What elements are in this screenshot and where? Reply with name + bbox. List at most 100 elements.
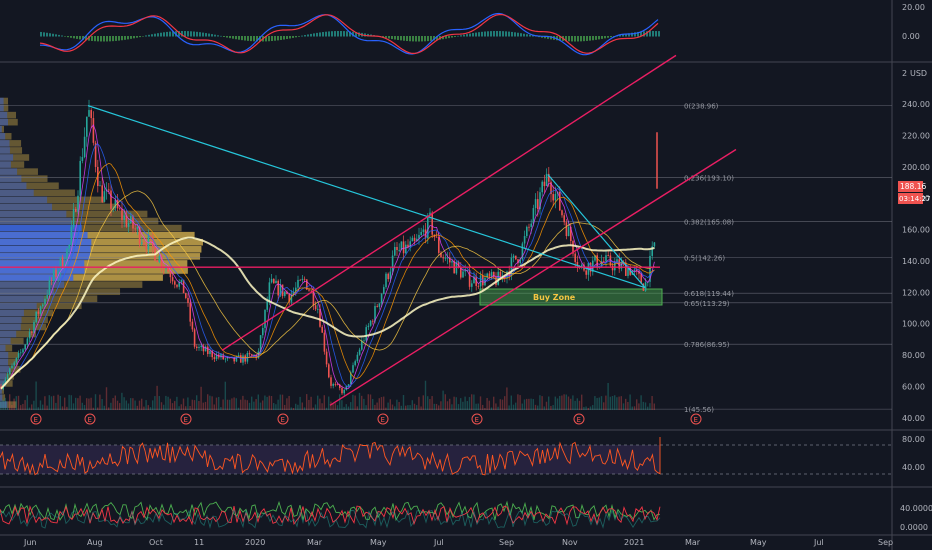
volume-bar	[464, 396, 466, 410]
volume-bar	[339, 394, 341, 410]
volume-bar	[88, 398, 90, 410]
volume-bar	[570, 398, 572, 410]
volume-bar	[427, 396, 429, 410]
candle-body	[567, 227, 570, 237]
candle-body	[350, 372, 352, 385]
earnings-marker-icon[interactable]	[277, 413, 289, 425]
volume-bar	[279, 394, 281, 410]
volume-bar	[321, 403, 323, 410]
volume-bar	[145, 400, 147, 410]
macd-histogram-bar	[334, 31, 336, 37]
candle-body	[435, 236, 438, 238]
macd-histogram-bar	[451, 36, 453, 38]
price-panel[interactable]: 0(238.96) 0.236(193.10) 0.382(165.08) 0.5(1…	[0, 54, 930, 425]
volume-bar	[198, 401, 200, 410]
macd-histogram-bar	[208, 33, 210, 37]
volume-profile-bar	[0, 104, 4, 112]
volume-profile-bar	[0, 175, 48, 182]
volume-profile-bar	[0, 274, 74, 281]
earnings-marker-icon[interactable]	[84, 413, 96, 425]
earnings-marker-icon[interactable]	[180, 413, 192, 425]
macd-panel[interactable]: 20.00 0.00	[39, 3, 925, 56]
candle-body	[301, 278, 304, 281]
candle-body	[286, 291, 288, 295]
candle-body	[418, 234, 420, 239]
volume-profile-bar	[0, 203, 116, 211]
macd-histogram-bar	[547, 36, 549, 39]
trend-lines[interactable]	[0, 54, 737, 406]
candle-body	[303, 278, 306, 280]
volume-profile-bar	[0, 140, 22, 147]
macd-histogram-bar	[265, 36, 267, 42]
candle-body	[123, 215, 125, 220]
volume-bar	[319, 398, 321, 410]
volume-bar	[295, 403, 297, 410]
macd-histogram-bar	[631, 32, 633, 37]
volume-bar	[400, 405, 402, 410]
channel-lower-line[interactable]	[329, 148, 737, 406]
earnings-marker-icon[interactable]	[377, 413, 389, 425]
volume-bar	[356, 406, 358, 410]
price-ytick: 160.00	[902, 226, 930, 235]
volume-profile-bar	[0, 344, 13, 352]
macd-histogram-bar	[169, 31, 171, 37]
teal-downtrend-line[interactable]	[87, 105, 646, 289]
dmi-panel[interactable]: 40.0000 0.0000	[0, 500, 932, 532]
volume-bar	[495, 403, 497, 410]
macd-histogram-bar	[478, 32, 480, 37]
volume-bar	[11, 404, 13, 410]
macd-histogram-bar	[487, 31, 489, 37]
x-axis-label: Nov	[562, 538, 578, 547]
volume-profile-bar	[0, 231, 88, 239]
candle-body	[332, 383, 334, 386]
candle-body	[92, 118, 95, 143]
volume-bar	[119, 403, 121, 410]
volume-bar	[627, 401, 629, 410]
teal-downtrend-line[interactable]	[547, 174, 646, 288]
volume-bar	[244, 399, 246, 410]
macd-histogram-bar	[436, 36, 438, 41]
volume-profile-bar	[0, 267, 85, 274]
candle-body	[471, 283, 473, 287]
rsi-panel[interactable]: 80.00 40.00	[0, 435, 925, 476]
candle-body	[347, 384, 350, 387]
earnings-marker-icon[interactable]	[573, 413, 585, 425]
candle-body	[651, 246, 653, 256]
candle-body	[68, 245, 70, 249]
volume-profile-bar	[0, 267, 188, 274]
macd-histogram-bar	[586, 36, 588, 41]
volume-bar	[620, 396, 622, 410]
candle-body	[86, 116, 88, 137]
price-ytick: 200.00	[902, 163, 930, 172]
macd-histogram-bar	[64, 36, 66, 37]
candle-body	[585, 270, 587, 275]
buy-zone[interactable]	[479, 288, 663, 306]
earnings-marker-icon[interactable]	[30, 413, 42, 425]
volume-bar	[248, 402, 251, 410]
volume-bar	[200, 386, 202, 410]
channel-upper-line[interactable]	[221, 54, 677, 351]
volume-profile-bar	[0, 387, 2, 394]
macd-histogram-bar	[223, 36, 225, 37]
volume-profile-bar	[0, 394, 6, 401]
volume-bar	[651, 396, 653, 410]
earnings-marker-icon[interactable]	[690, 413, 702, 425]
candle-body	[600, 261, 603, 267]
candle-body	[407, 244, 409, 248]
macd-histogram-bar	[280, 36, 282, 40]
candle-body	[158, 256, 161, 262]
macd-histogram-bar	[73, 36, 75, 39]
fib-label: 0.236(193.10)	[684, 175, 734, 183]
candle-body	[242, 355, 244, 363]
candle-body	[521, 243, 524, 260]
earnings-marker-icon[interactable]	[471, 413, 483, 425]
candle-body	[143, 242, 145, 245]
earnings-marker-label: E	[381, 416, 385, 424]
time-axis[interactable]: Jun Aug Oct 11 2020 Mar May Jul Sep Nov 2021 Mar May…	[23, 538, 893, 547]
volume-profile-bar	[0, 154, 30, 161]
volume-bar	[493, 396, 495, 410]
candle-body	[145, 244, 147, 250]
volume-bar	[636, 399, 638, 410]
